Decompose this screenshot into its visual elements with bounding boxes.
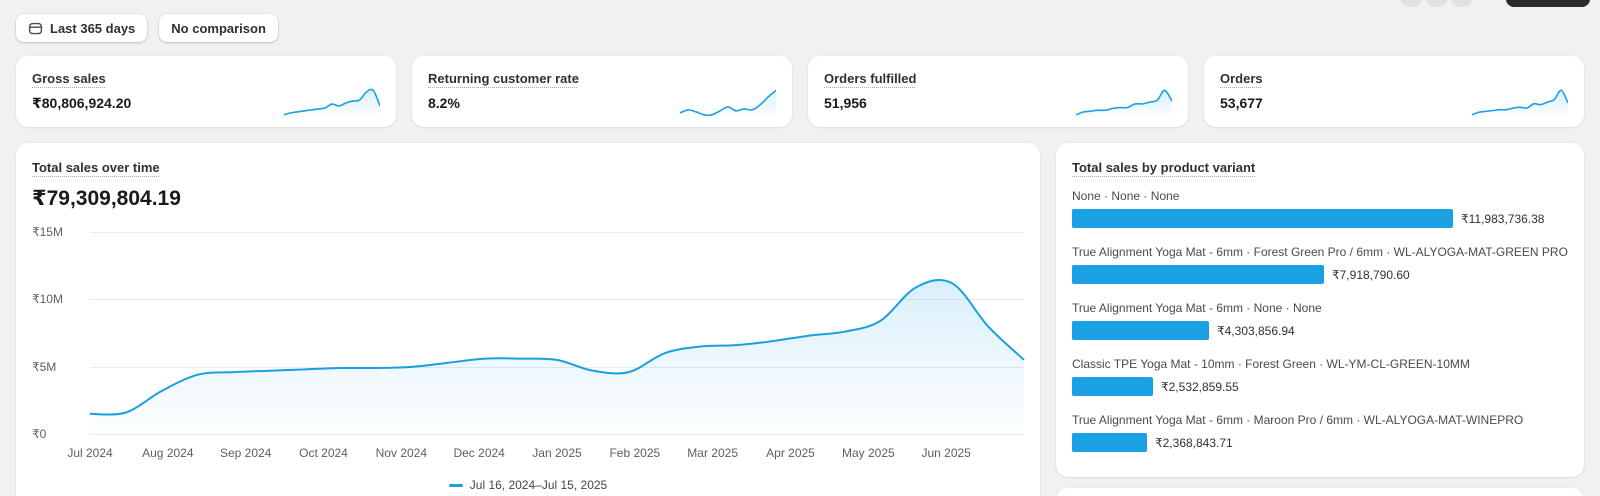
total-sales-line-svg [90,232,1024,434]
kpi-card-returning-rate: Returning customer rate 8.2% [412,56,792,127]
y-axis: ₹15M ₹10M ₹5M ₹0 [32,232,90,434]
variant-value: ₹11,983,736.38 [1461,212,1544,226]
x-tick: Mar 2025 [687,446,738,460]
date-range-label: Last 365 days [50,21,135,36]
sparkline-returning-rate [680,86,776,118]
top-action-button-2[interactable] [1426,0,1447,7]
total-sales-title[interactable]: Total sales over time [32,160,160,175]
kpi-card-gross-sales: Gross sales ₹80,806,924.20 [16,56,396,127]
kpi-title-returning-rate[interactable]: Returning customer rate [428,71,579,86]
top-action-button-3[interactable] [1451,0,1472,7]
y-tick-0: ₹0 [32,427,46,441]
variant-bar[interactable] [1072,433,1147,452]
variant-row: True Alignment Yoga Mat - 6mm · None · N… [1072,301,1568,340]
sparkline-orders-fulfilled [1076,86,1172,118]
y-tick-15m: ₹15M [32,225,63,239]
calendar-icon [28,21,43,36]
variant-label: True Alignment Yoga Mat - 6mm · None · N… [1072,301,1568,315]
variant-label: Classic TPE Yoga Mat - 10mm · Forest Gre… [1072,357,1568,371]
kpi-title-orders[interactable]: Orders [1220,71,1263,86]
x-tick: Oct 2024 [299,446,348,460]
variant-value: ₹2,532,859.55 [1161,380,1239,394]
gridline [90,434,1024,435]
variant-panel-title[interactable]: Total sales by product variant [1072,160,1255,175]
x-tick: Jul 2024 [67,446,112,460]
variant-row: True Alignment Yoga Mat - 6mm · Maroon P… [1072,413,1568,452]
x-tick: Nov 2024 [376,446,427,460]
variant-row: Classic TPE Yoga Mat - 10mm · Forest Gre… [1072,357,1568,396]
comparison-button[interactable]: No comparison [159,14,278,42]
total-sales-card: Total sales over time ₹79,309,804.19 ₹15… [16,143,1040,496]
x-tick: Jan 2025 [532,446,581,460]
variant-bar[interactable] [1072,377,1153,396]
filter-toolbar: Last 365 days No comparison [16,14,278,42]
x-tick: Feb 2025 [609,446,660,460]
variant-label: True Alignment Yoga Mat - 6mm · Forest G… [1072,245,1568,259]
x-tick: Jun 2025 [921,446,970,460]
comparison-label: No comparison [171,21,266,36]
variant-row: True Alignment Yoga Mat - 6mm · Forest G… [1072,245,1568,284]
x-tick: Apr 2025 [766,446,815,460]
x-tick: Dec 2024 [453,446,504,460]
variant-label: None · None · None [1072,189,1568,203]
date-range-button[interactable]: Last 365 days [16,14,147,42]
variant-value: ₹4,303,856.94 [1217,324,1295,338]
kpi-card-orders-fulfilled: Orders fulfilled 51,956 [808,56,1188,127]
x-axis: Jul 2024 Aug 2024 Sep 2024 Oct 2024 Nov … [90,442,1024,466]
plot-area[interactable] [90,232,1024,434]
top-primary-button[interactable] [1506,0,1590,7]
chart-legend: Jul 16, 2024–Jul 15, 2025 [32,478,1024,492]
y-tick-5m: ₹5M [32,360,56,374]
total-sales-chart: ₹15M ₹10M ₹5M ₹0 [32,232,1024,434]
x-tick: Sep 2024 [220,446,271,460]
sparkline-orders [1472,86,1568,118]
variant-value: ₹7,918,790.60 [1332,268,1410,282]
variant-bar[interactable] [1072,265,1324,284]
variant-bar[interactable] [1072,321,1209,340]
kpi-title-gross-sales[interactable]: Gross sales [32,71,106,86]
sparkline-gross-sales [284,86,380,118]
variant-label: True Alignment Yoga Mat - 6mm · Maroon P… [1072,413,1568,427]
kpi-row: Gross sales ₹80,806,924.20 Returning cus… [16,56,1584,127]
legend-swatch [449,484,463,487]
top-action-button-1[interactable] [1401,0,1422,7]
variant-bar[interactable] [1072,209,1453,228]
variant-sales-card: Total sales by product variant None · No… [1056,143,1584,477]
kpi-card-orders: Orders 53,677 [1204,56,1584,127]
y-tick-10m: ₹10M [32,292,63,306]
total-sales-value: ₹79,309,804.19 [32,186,1024,211]
variant-row: None · None · None ₹11,983,736.38 [1072,189,1568,228]
variant-value: ₹2,368,843.71 [1155,436,1233,450]
next-card-clipped [1056,488,1584,496]
x-tick: May 2025 [842,446,895,460]
kpi-title-orders-fulfilled[interactable]: Orders fulfilled [824,71,916,86]
x-tick: Aug 2024 [142,446,193,460]
legend-label: Jul 16, 2024–Jul 15, 2025 [470,478,607,492]
